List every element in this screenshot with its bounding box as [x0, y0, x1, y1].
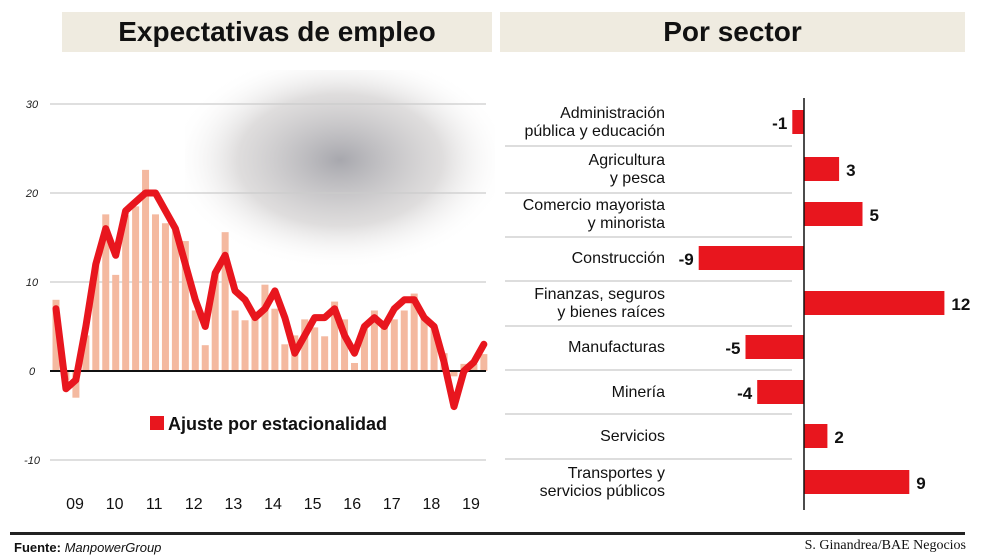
x-tick-label: 12	[185, 496, 203, 513]
bar	[430, 326, 438, 371]
category-label: Construcción	[572, 250, 665, 267]
bar	[251, 317, 259, 371]
bar	[271, 308, 279, 371]
legend-swatch	[150, 416, 164, 430]
bar	[181, 241, 189, 371]
y-tick-label: 0	[29, 366, 36, 378]
x-tick-label: 16	[343, 496, 361, 513]
seasonal-adjusted-line	[52, 189, 488, 411]
bar	[92, 264, 100, 371]
sector-bar	[804, 157, 840, 181]
value-label: 3	[846, 161, 855, 180]
y-tick-label: -10	[24, 455, 41, 467]
x-tick-label: 09	[66, 496, 84, 513]
left-header: Expectativas de empleo	[62, 12, 492, 52]
value-label: -1	[772, 114, 787, 133]
bar	[450, 371, 458, 377]
bar	[211, 273, 219, 371]
x-tick-label: 10	[106, 496, 124, 513]
sector-bar	[804, 291, 945, 315]
category-label: Transportes y	[568, 465, 665, 482]
y-tick-label: 20	[25, 188, 39, 200]
bar	[341, 319, 349, 371]
bar	[321, 336, 329, 371]
bar	[82, 335, 90, 371]
sector-bar	[698, 246, 804, 270]
bar	[400, 310, 408, 371]
category-label: pública y educación	[524, 123, 665, 140]
bar	[331, 301, 339, 371]
category-label: Manufacturas	[568, 339, 665, 356]
bar	[142, 169, 150, 371]
x-tick-label: 17	[383, 496, 401, 513]
y-tick-label: 30	[26, 99, 39, 111]
bar	[281, 344, 289, 371]
category-label: y bienes raíces	[557, 304, 665, 321]
source-name: ManpowerGroup	[64, 540, 162, 555]
x-tick-label: 14	[264, 496, 282, 513]
category-label: Finanzas, seguros	[534, 286, 665, 303]
x-tick-label: 19	[462, 496, 480, 513]
bar	[470, 363, 478, 371]
bar	[221, 232, 229, 371]
bar	[122, 215, 130, 371]
y-tick-label: 10	[26, 277, 39, 289]
bar	[380, 326, 388, 371]
category-label: Minería	[612, 384, 665, 401]
bar	[311, 327, 319, 371]
value-label: 12	[951, 295, 970, 314]
category-label: Administración	[560, 105, 665, 122]
bar	[370, 310, 378, 371]
source-label: Fuente:	[14, 540, 61, 555]
credit: S. Ginandrea/BAE Negocios	[804, 538, 966, 553]
bar	[241, 320, 249, 371]
bar	[132, 206, 140, 371]
sector-bar	[804, 470, 910, 494]
bar	[390, 319, 398, 371]
sector-bar	[792, 110, 804, 134]
category-label: Servicios	[600, 428, 665, 445]
category-label: y minorista	[588, 215, 665, 232]
bar	[360, 326, 368, 371]
value-label: -5	[725, 339, 740, 358]
category-label: y pesca	[610, 170, 665, 187]
value-label: 2	[834, 428, 843, 447]
sector-bar	[757, 380, 804, 404]
bar	[112, 274, 120, 371]
bar	[420, 317, 428, 371]
category-label: Agricultura	[589, 152, 666, 169]
bar	[161, 223, 169, 371]
category-label: servicios públicos	[540, 483, 665, 500]
legend-label: Ajuste por estacionalidad	[168, 414, 387, 434]
bar	[351, 362, 358, 371]
x-tick-label: 18	[423, 496, 441, 513]
x-tick-label: 15	[304, 496, 322, 513]
source-note: Fuente: ManpowerGroup	[14, 540, 161, 555]
value-label: 5	[870, 206, 879, 225]
bar	[191, 310, 199, 371]
value-label: 9	[916, 474, 925, 493]
bar	[102, 214, 110, 371]
bar	[261, 284, 269, 371]
sector-bar	[745, 335, 804, 359]
bar	[301, 319, 309, 371]
category-label: Comercio mayorista	[523, 197, 665, 214]
sector-bar	[804, 424, 828, 448]
right-header: Por sector	[500, 12, 965, 52]
x-tick-label: 13	[225, 496, 243, 513]
sector-bar	[804, 202, 863, 226]
job-seekers-photo	[185, 70, 495, 270]
bar	[410, 293, 418, 371]
bar	[480, 354, 488, 371]
bar	[201, 345, 209, 371]
x-tick-label: 11	[146, 496, 163, 513]
value-label: -4	[737, 384, 753, 403]
bar	[152, 214, 159, 371]
value-label: -9	[679, 250, 694, 269]
footer-rule	[10, 532, 965, 535]
bar	[231, 310, 239, 371]
bar	[171, 229, 179, 371]
